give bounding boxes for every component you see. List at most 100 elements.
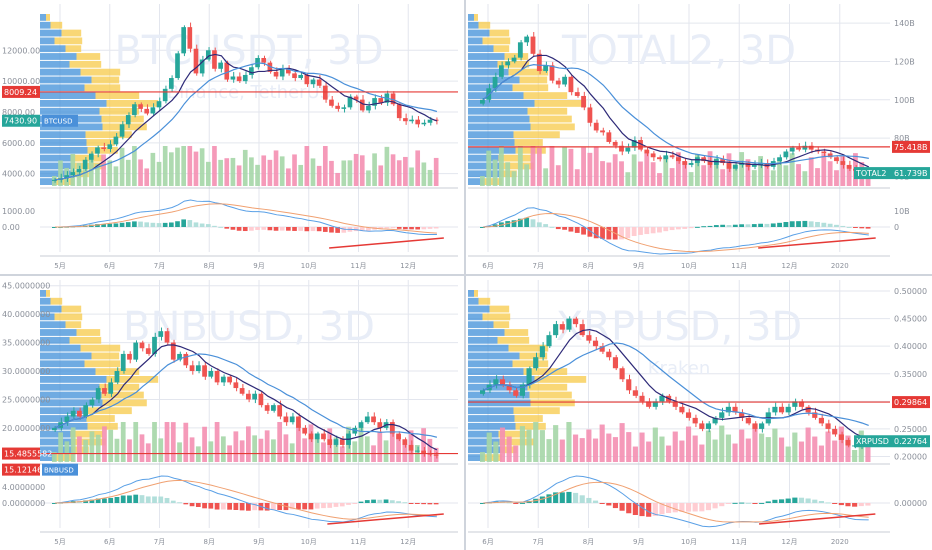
volume-profile-bar xyxy=(95,92,140,99)
candle xyxy=(433,454,439,456)
macd-histogram-bar xyxy=(765,501,771,503)
volume-bar xyxy=(719,425,725,462)
volume-profile-bar xyxy=(514,415,543,422)
divergence-trend-line xyxy=(758,513,876,525)
candle xyxy=(669,155,675,158)
volume-bar xyxy=(58,432,64,462)
volume-bar xyxy=(666,445,672,462)
time-tick-label: 6月 xyxy=(104,538,115,546)
volume-bar xyxy=(195,446,201,462)
time-tick-label: 10月 xyxy=(301,262,317,270)
watermark-symbol: BNBUSD, 3D xyxy=(123,304,375,350)
macd-histogram-bar xyxy=(289,503,295,510)
candle xyxy=(688,163,694,165)
volume-bar xyxy=(499,427,506,462)
bnbusd-chart[interactable]: BNBUSD, 3D 45.0000000 40.0000000 35.0000000… xyxy=(0,276,464,550)
price-tick-label: 140B xyxy=(894,19,915,28)
macd-histogram-bar xyxy=(218,226,223,228)
macd-histogram-bar xyxy=(846,226,852,228)
candle xyxy=(599,346,605,352)
candle xyxy=(371,416,376,423)
candle xyxy=(513,390,519,396)
candle xyxy=(549,65,555,81)
time-tick-label: 12月 xyxy=(400,262,416,270)
volume-profile-bar xyxy=(474,290,478,297)
macd-histogram-bar xyxy=(612,503,619,509)
volume-bar xyxy=(193,151,199,186)
price-tick-label: 0.50000 xyxy=(894,287,927,296)
candle xyxy=(480,390,486,394)
macd-histogram-bar xyxy=(853,227,858,228)
volume-profile-bar xyxy=(482,37,511,45)
candle xyxy=(189,365,195,371)
candle xyxy=(359,99,365,111)
time-tick-label: 11月 xyxy=(351,262,367,270)
candle xyxy=(113,136,119,145)
volume-bar xyxy=(298,164,304,186)
macd-histogram-bar xyxy=(322,227,328,232)
candle xyxy=(415,119,421,125)
volume-bar xyxy=(181,146,186,186)
macd-histogram-bar xyxy=(208,503,214,509)
volume-bar xyxy=(600,161,605,186)
macd-histogram-bar xyxy=(233,503,239,510)
candle xyxy=(846,164,852,169)
macd-tick-label: 4.0000000 xyxy=(2,483,45,492)
level-price-tag xyxy=(892,140,930,153)
candle xyxy=(358,422,364,428)
candle xyxy=(752,423,758,429)
macd-histogram-bar xyxy=(511,220,517,227)
macd-histogram-bar xyxy=(421,227,427,230)
volume-bar xyxy=(644,153,650,186)
candle xyxy=(517,42,523,58)
candle xyxy=(536,53,542,72)
macd-histogram-bar xyxy=(113,223,119,227)
macd-histogram-bar xyxy=(688,227,694,229)
macd-histogram-bar xyxy=(139,495,145,503)
candle xyxy=(133,342,139,360)
macd-histogram-bar xyxy=(759,502,765,504)
candle xyxy=(699,423,705,429)
candle xyxy=(70,410,76,417)
volume-profile-bar xyxy=(40,146,88,154)
macd-histogram-bar xyxy=(785,498,791,503)
macd-histogram-bar xyxy=(277,503,283,510)
total2-chart[interactable]: TOTAL2, 3D140B120B100B80B60B10B06月7月8月9月… xyxy=(466,0,930,274)
volume-bar xyxy=(199,148,205,186)
macd-histogram-bar xyxy=(339,503,345,507)
macd-histogram-bar xyxy=(808,221,814,227)
candle xyxy=(559,324,565,330)
volume-profile-bar xyxy=(468,14,474,21)
candle xyxy=(732,164,738,169)
last-price-text: 0.22764 xyxy=(894,437,927,446)
signal-line xyxy=(55,203,437,234)
volume-bar xyxy=(546,439,552,462)
candle xyxy=(663,155,669,160)
volume-profile-bar xyxy=(468,92,524,99)
volume-profile-bar xyxy=(40,376,107,383)
volume-profile-bar xyxy=(91,352,120,360)
volume-profile-bar xyxy=(40,321,66,329)
volume-bar xyxy=(242,149,248,186)
price-tick-label: 4000.00 xyxy=(2,170,35,179)
candle xyxy=(805,406,811,413)
pane-divider-horizontal[interactable] xyxy=(0,274,932,276)
candle xyxy=(606,132,612,142)
symbol-tag-text: BNBUSD xyxy=(44,467,74,475)
candle xyxy=(286,68,291,74)
volume-profile-bar xyxy=(87,146,118,154)
macd-histogram-bar xyxy=(669,227,675,231)
time-tick-label: 6月 xyxy=(482,538,493,546)
macd-histogram-bar xyxy=(593,227,599,239)
macd-histogram-bar xyxy=(214,503,220,510)
level-price-tag xyxy=(2,447,40,460)
volume-bar xyxy=(657,173,662,186)
volume-bar xyxy=(353,153,359,186)
volume-profile-bar xyxy=(40,399,103,407)
price-tick-label: 0.35000 xyxy=(894,370,927,379)
volume-bar xyxy=(688,172,694,186)
volume-bar xyxy=(164,422,170,462)
xrpusd-chart[interactable]: XRPUSD, 3D Kraken 0.50000 0.45000 0.40000 0.3… xyxy=(466,276,930,550)
candle xyxy=(511,57,517,62)
